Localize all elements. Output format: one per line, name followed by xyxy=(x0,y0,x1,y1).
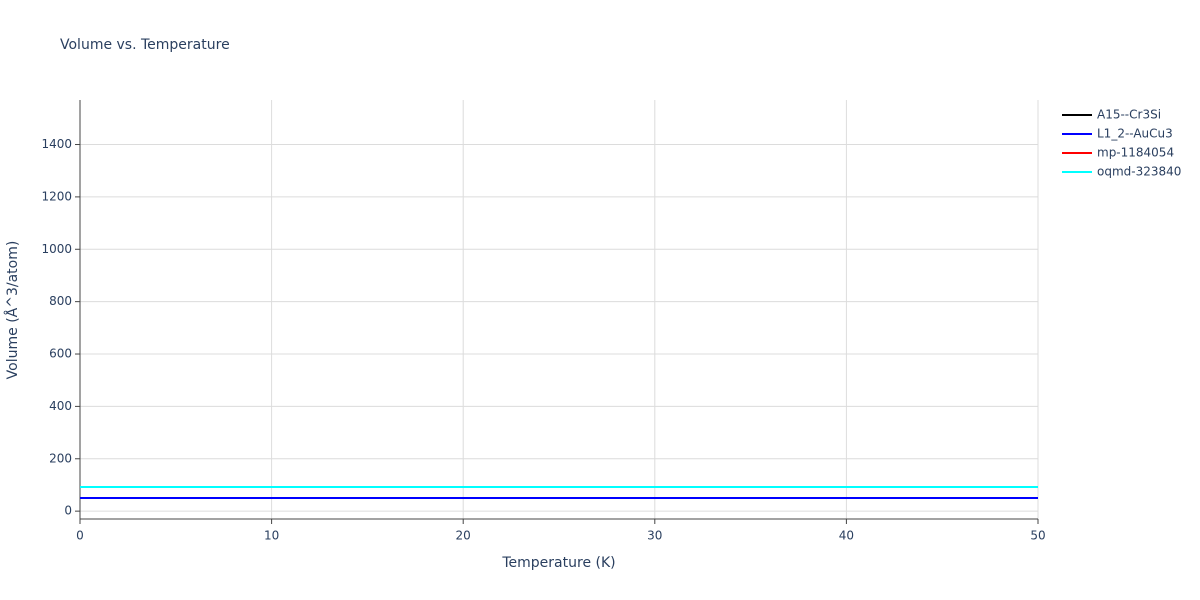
x-tick-label: 50 xyxy=(1030,529,1045,543)
x-tick-label: 20 xyxy=(456,529,471,543)
y-tick-label: 1200 xyxy=(41,189,72,203)
legend-label: L1_2--AuCu3 xyxy=(1097,127,1173,141)
y-tick-label: 0 xyxy=(64,504,72,518)
legend-label: mp-1184054 xyxy=(1097,146,1174,160)
y-tick-label: 1400 xyxy=(41,137,72,151)
y-tick-label: 400 xyxy=(49,399,72,413)
y-tick-label: 200 xyxy=(49,451,72,465)
chart-title: Volume vs. Temperature xyxy=(60,37,230,53)
y-tick-label: 600 xyxy=(49,347,72,361)
y-tick-label: 1000 xyxy=(41,242,72,256)
x-tick-label: 30 xyxy=(647,529,662,543)
x-tick-label: 40 xyxy=(839,529,854,543)
legend-label: A15--Cr3Si xyxy=(1097,108,1161,122)
x-tick-label: 10 xyxy=(264,529,279,543)
y-tick-label: 800 xyxy=(49,294,72,308)
legend-label: oqmd-323840 xyxy=(1097,165,1181,179)
y-axis-label: Volume (Å^3/atom) xyxy=(4,241,21,380)
x-tick-label: 0 xyxy=(76,529,84,543)
x-axis-label: Temperature (K) xyxy=(501,555,615,571)
